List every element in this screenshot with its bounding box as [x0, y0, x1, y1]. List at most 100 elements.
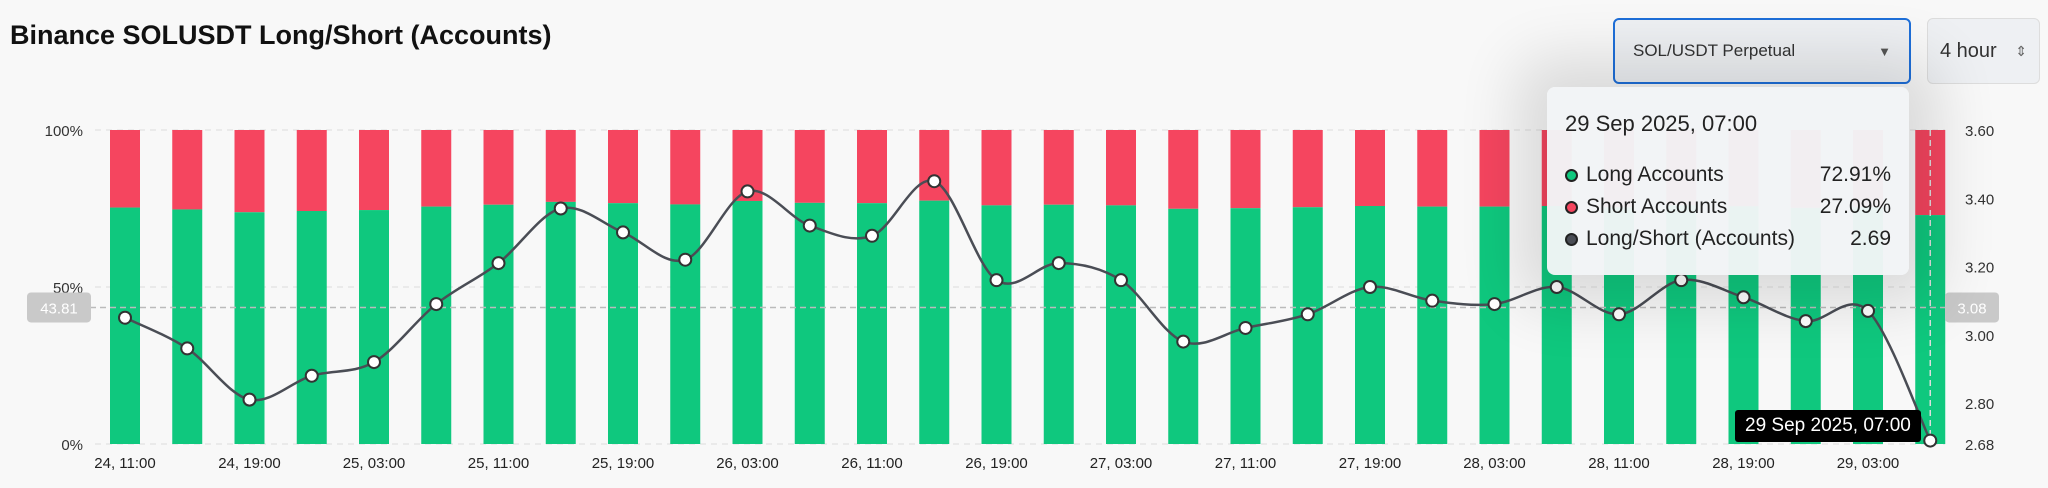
right-axis-tick: 3.60 [1965, 123, 1994, 140]
ratio-point [1300, 307, 1315, 322]
right-axis-tick: 3.00 [1965, 328, 1994, 345]
short-bar [359, 130, 389, 211]
short-bar [296, 130, 327, 212]
short-bar [234, 130, 265, 213]
x-axis-tick: 28, 11:00 [1588, 455, 1649, 472]
x-axis-tick: 24, 19:00 [218, 455, 281, 472]
x-axis-tick: 27, 03:00 [1090, 455, 1153, 472]
tooltip-label: Long/Short (Accounts) [1586, 227, 1795, 250]
ratio-point [1114, 273, 1128, 288]
long-bar [110, 207, 140, 444]
short-bar [1168, 130, 1199, 209]
long-bar [545, 201, 576, 444]
crosshair-x-label: 29 Sep 2025, 07:00 [1735, 410, 1921, 442]
crosshair-left-badge [27, 292, 91, 323]
tooltip-row-long: Long Accounts 72.91% [1565, 159, 1891, 191]
left-axis-tick: 0% [61, 437, 83, 454]
long-bar [1106, 205, 1136, 444]
ratio-point [1923, 433, 1938, 448]
ratio-point [1861, 303, 1875, 318]
crosshair-right-label: 3.08 [1957, 300, 1986, 317]
short-bar [1106, 130, 1136, 206]
right-axis-tick: 3.40 [1965, 191, 1994, 208]
symbol-select[interactable]: SOL/USDT Perpetual ▼ [1613, 18, 1911, 84]
x-axis-tick: 28, 03:00 [1463, 455, 1526, 472]
x-axis-tick: 27, 11:00 [1215, 455, 1276, 472]
long-bar [421, 206, 452, 444]
x-axis-tick: 29, 03:00 [1837, 455, 1900, 472]
x-axis-tick: 26, 11:00 [841, 455, 902, 472]
ratio-point [429, 297, 444, 312]
ratio-point [927, 174, 942, 189]
ratio-point [1176, 334, 1191, 349]
x-axis-tick: 25, 11:00 [468, 455, 529, 472]
chart-title: Binance SOLUSDT Long/Short (Accounts) [10, 20, 552, 50]
tooltip-date: 29 Sep 2025, 07:00 [1565, 111, 1758, 136]
ratio-point [1051, 256, 1066, 271]
long-bar [794, 202, 825, 444]
ratio-point [1612, 307, 1626, 322]
tooltip-value: 72.91% [1819, 163, 1891, 186]
right-axis-tick: 2.68 [1965, 437, 1994, 454]
short-bar [794, 130, 825, 203]
ratio-point [242, 392, 257, 407]
short-bar [1355, 130, 1385, 206]
tooltip-value: 27.09% [1819, 195, 1891, 218]
ratio-point [553, 201, 568, 216]
long-bar [981, 205, 1012, 444]
long-bar [1043, 204, 1074, 444]
crosshair-left-label: 43.81 [40, 300, 78, 317]
short-bar [981, 130, 1012, 206]
ratio-point [1425, 293, 1440, 308]
up-down-chevron-icon: ⇕ [2015, 42, 2027, 59]
long-bar [608, 203, 638, 444]
long-bar [1417, 206, 1448, 444]
tooltip-value: 2.69 [1850, 227, 1891, 250]
tooltip-label: Short Accounts [1586, 195, 1728, 218]
short-bar [421, 130, 452, 207]
ratio-point [802, 218, 817, 233]
long-bar [857, 203, 887, 444]
tooltip-row-ratio: Long/Short (Accounts) 2.69 [1565, 223, 1891, 255]
caret-down-icon: ▼ [1878, 43, 1891, 59]
ratio-point [1487, 297, 1502, 312]
ratio-point [491, 256, 506, 271]
long-bar [1292, 207, 1323, 444]
short-bar [172, 130, 203, 210]
interval-select[interactable]: 4 hour ⇕ [1927, 18, 2040, 84]
long-bar [670, 204, 701, 444]
ratio-point [1798, 314, 1813, 329]
right-axis-tick: 3.20 [1965, 260, 1994, 277]
crosshair-right-badge [1945, 292, 1999, 323]
ratio-point [678, 252, 693, 267]
x-axis-tick: 25, 03:00 [343, 455, 406, 472]
long-legend-dot-icon [1565, 168, 1578, 182]
short-bar [1417, 130, 1448, 207]
short-bar [483, 130, 514, 205]
short-bar [1479, 130, 1510, 207]
left-axis-tick: 100% [45, 123, 83, 140]
x-axis-tick: 24, 11:00 [94, 455, 155, 472]
ratio-point [865, 228, 879, 243]
tooltip-label: Long Accounts [1586, 163, 1724, 186]
ratio-point [304, 368, 319, 383]
short-bar [670, 130, 701, 205]
ratio-point [1736, 290, 1751, 305]
interval-select-value: 4 hour [1940, 39, 1997, 62]
ratio-point [740, 184, 755, 199]
ratio-point [367, 355, 381, 370]
long-bar [1479, 206, 1510, 444]
ratio-point [1674, 273, 1689, 288]
ratio-point [118, 310, 132, 325]
ratio-point [1549, 280, 1564, 294]
long-bar [483, 204, 514, 444]
short-bar [110, 130, 140, 208]
long-bar [296, 211, 327, 444]
short-bar [608, 130, 638, 204]
ratio-point [989, 273, 1004, 288]
short-bar [1292, 130, 1323, 208]
long-bar [732, 200, 763, 444]
ratio-point [1363, 280, 1377, 294]
ratio-point [180, 341, 195, 356]
